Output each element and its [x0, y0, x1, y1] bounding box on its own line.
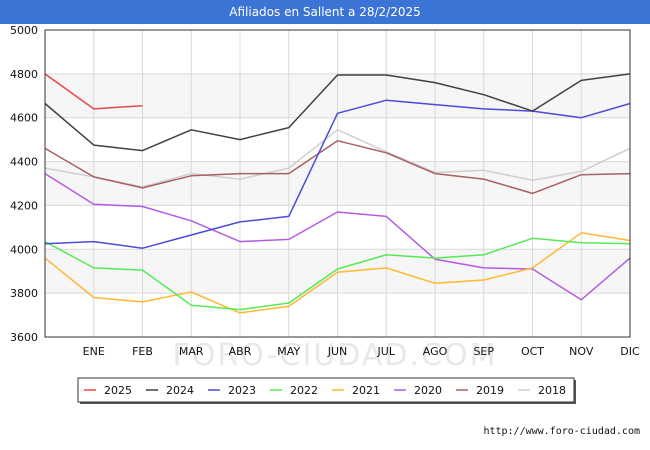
y-tick-label: 3800 — [10, 287, 38, 300]
y-tick-label: 4800 — [10, 68, 38, 81]
series-line-2024 — [44, 73, 631, 152]
x-tick-label: NOV — [569, 345, 594, 358]
legend-box — [77, 377, 575, 403]
series-lines — [44, 73, 631, 314]
x-tick-label: MAR — [179, 345, 204, 358]
axes — [44, 29, 631, 338]
legend-label-2024: 2024 — [166, 384, 194, 397]
y-tick-label: 5000 — [10, 24, 38, 37]
y-tick-label: 4200 — [10, 199, 38, 212]
y-tick-label: 4400 — [10, 156, 38, 169]
x-tick-label: FEB — [132, 345, 153, 358]
plot-frame — [44, 29, 631, 338]
x-tick-label: OCT — [521, 345, 544, 358]
y-tick-label: 3600 — [10, 331, 38, 344]
legend-label-2025: 2025 — [104, 384, 132, 397]
series-line-2025 — [44, 73, 143, 110]
x-tick-label: ENE — [83, 345, 105, 358]
x-tick-label: DIC — [620, 345, 640, 358]
x-tick-label: ABR — [229, 345, 252, 358]
legend-label-2019: 2019 — [476, 384, 504, 397]
legend: 2025 2024 2023 2022 2021 2020 2019 2018 — [77, 377, 576, 404]
footer-url: http://www.foro-ciudad.com — [483, 426, 640, 437]
y-tick-label: 4000 — [10, 243, 38, 256]
legend-label-2022: 2022 — [290, 384, 318, 397]
y-tick-label: 4600 — [10, 112, 38, 125]
x-tick-label: JUL — [377, 345, 396, 358]
x-tick-label: JUN — [327, 345, 348, 358]
series-line-2021 — [44, 232, 631, 314]
x-tick-label: AGO — [423, 345, 448, 358]
x-tick-labels: ENE FEB MAR ABR MAY JUN JUL AGO SEP OCT NOV DIC — [83, 345, 640, 358]
chart-title: Afiliados en Sallent a 28/2/2025 — [0, 0, 650, 24]
x-tick-label: SEP — [473, 345, 494, 358]
series-line-2022 — [44, 237, 631, 311]
legend-label-2021: 2021 — [352, 384, 380, 397]
x-tick-label: MAY — [277, 345, 300, 358]
series-line-2019 — [44, 139, 631, 195]
watermark: FORO-CIUDAD.COM — [173, 338, 498, 373]
y-tick-labels: 3600 3800 4000 4200 4400 4600 4800 5000 — [10, 24, 38, 344]
legend-label-2020: 2020 — [414, 384, 442, 397]
legend-label-2023: 2023 — [228, 384, 256, 397]
series-line-2018 — [44, 129, 631, 188]
series-line-2020 — [44, 172, 631, 301]
legend-label-2018: 2018 — [538, 384, 566, 397]
